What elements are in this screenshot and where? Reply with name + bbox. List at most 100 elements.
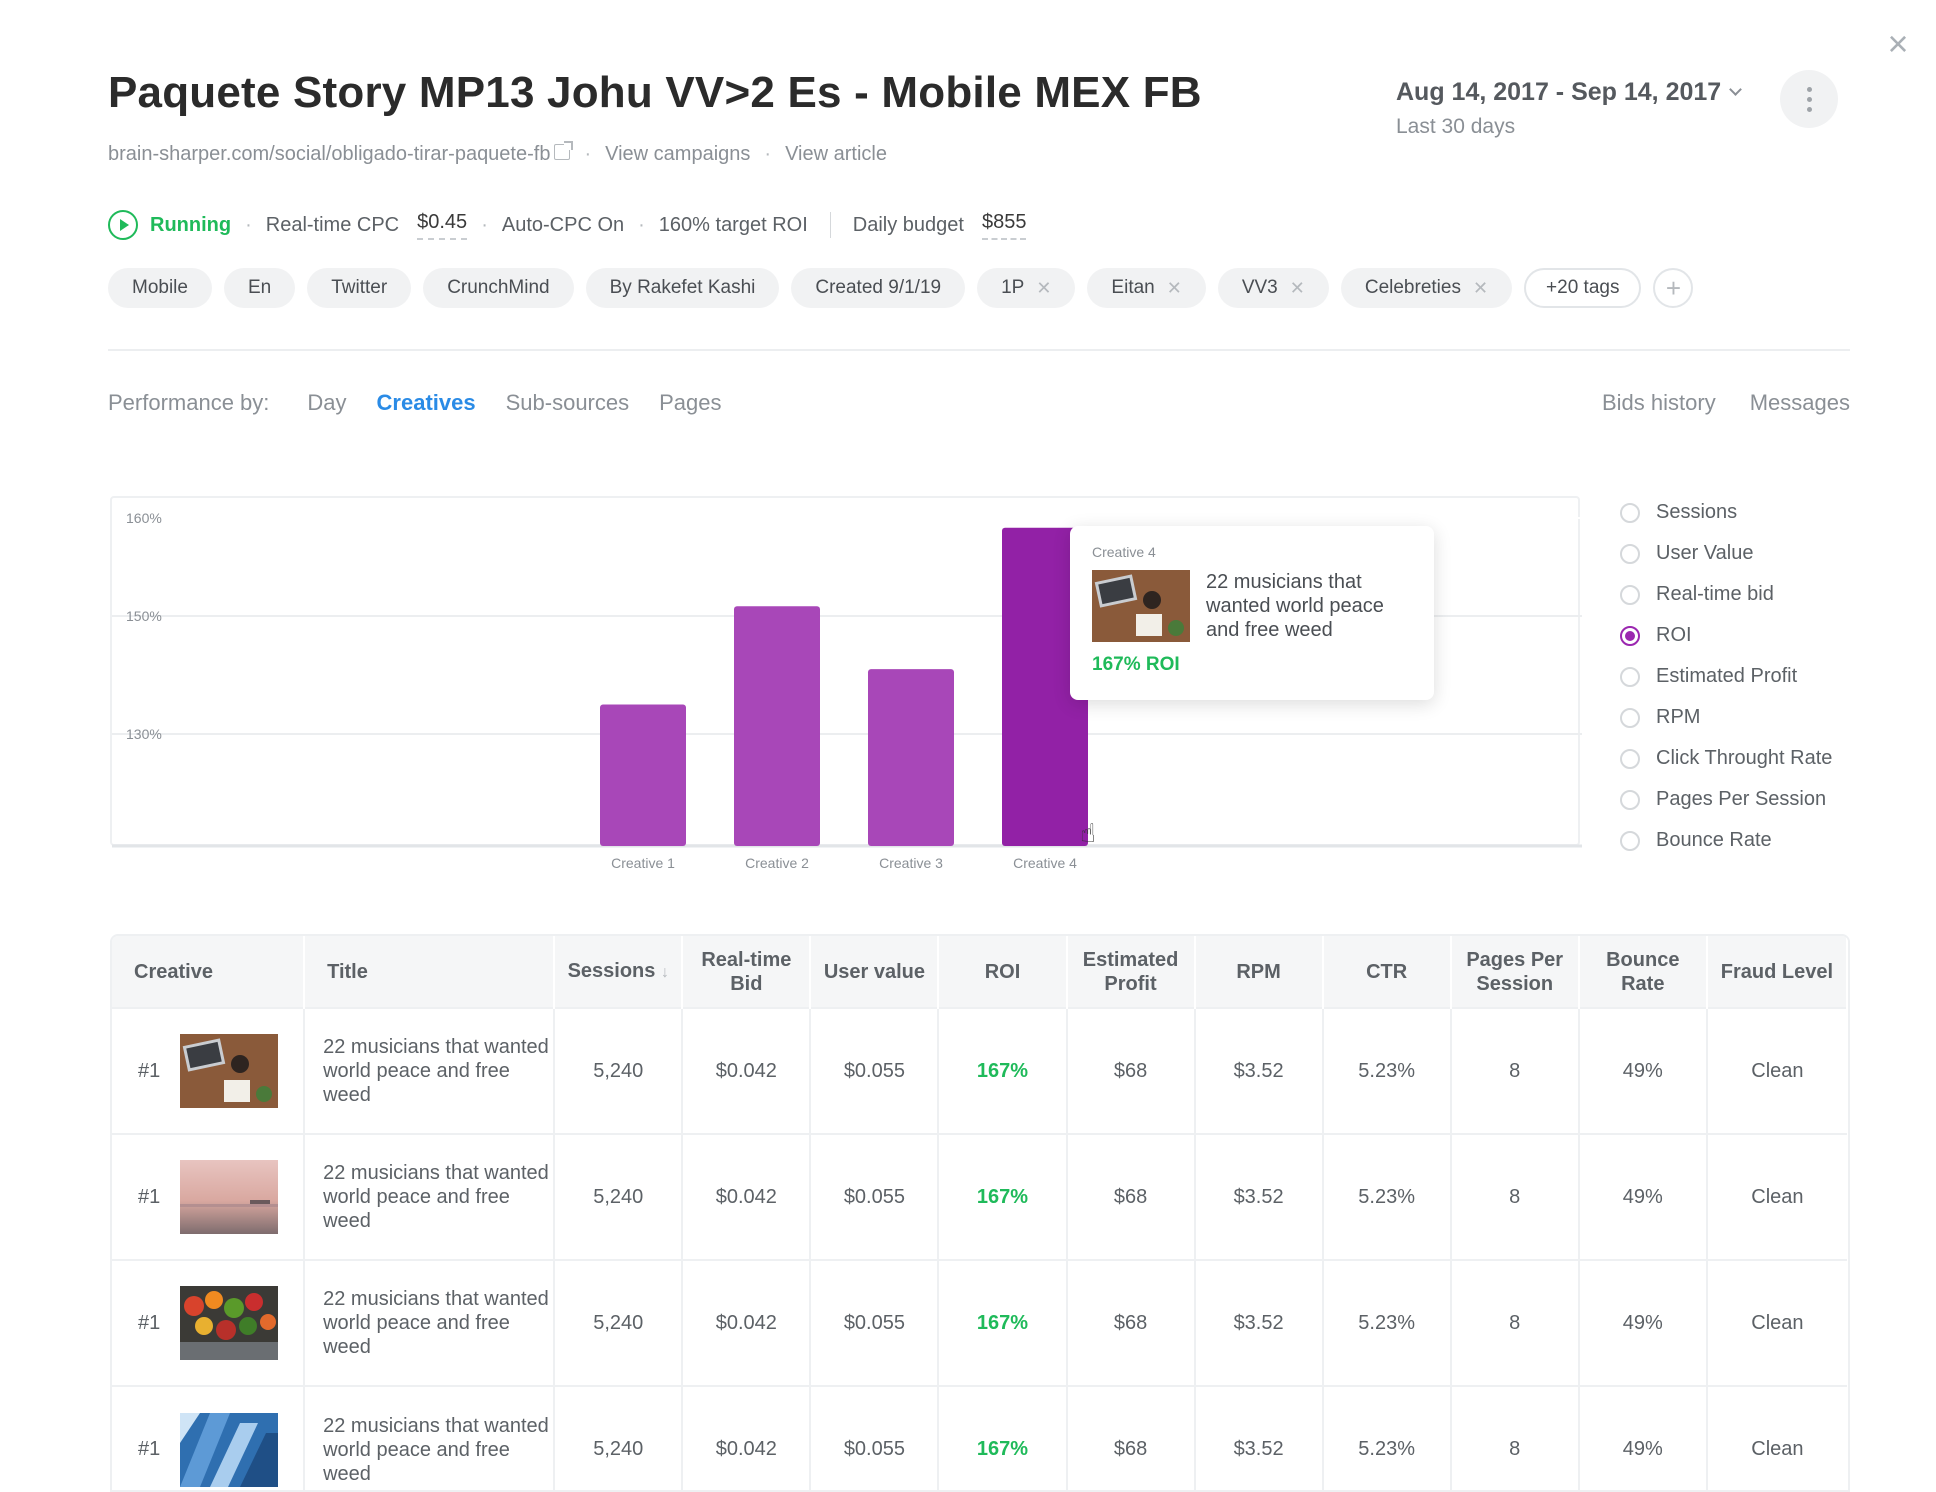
creative-cell: #1 [112,1007,306,1134]
table-row[interactable]: #1 22 musicians that wanted world peace … [112,1259,1847,1386]
table-header-row: Creative Title Sessions ↓ Real-time Bid … [112,936,1848,1008]
external-link-icon[interactable] [554,141,574,160]
roi-cell: 167% [938,1133,1068,1260]
tag[interactable]: Celebreties ✕ [1340,268,1513,308]
tag[interactable]: CrunchMind [423,268,574,308]
target-roi[interactable]: 160% target ROI [658,213,808,236]
column-header-fraud[interactable]: Fraud Level [1706,936,1848,1008]
date-range-value[interactable]: Aug 14, 2017 - Sep 14, 2017 [1396,78,1722,106]
status-running[interactable]: Running [150,213,232,236]
metric-label: User Value [1656,542,1754,564]
column-header-ctr[interactable]: CTR [1322,936,1452,1008]
profit-cell: $68 [1066,1007,1196,1134]
tab-day[interactable]: Day [307,390,347,415]
radio-icon[interactable] [1620,830,1640,851]
remove-tag-icon[interactable]: ✕ [1166,277,1182,298]
metric-option-sessions[interactable]: Sessions [1620,492,1832,533]
tooltip-title: 22 musicians that wanted world peace and… [1206,571,1384,641]
column-header-bounce[interactable]: Bounce Rate [1578,936,1708,1008]
column-header-bid[interactable]: Real-time Bid [682,936,812,1008]
tag[interactable]: VV3 ✕ [1217,268,1329,308]
hand-cursor-icon: ☝ [1080,818,1096,848]
metric-option-estimated-profit[interactable]: Estimated Profit [1620,656,1832,697]
remove-tag-icon[interactable]: ✕ [1036,277,1052,298]
tab-pages[interactable]: Pages [659,390,722,415]
column-header-pps[interactable]: Pages Per Session [1450,936,1580,1008]
column-header-creative[interactable]: Creative [112,936,306,1008]
sessions-cell: 5,240 [554,1385,684,1490]
roi-cell: 167% [938,1007,1068,1134]
table-row[interactable]: #1 22 musicians that wanted world peace … [112,1007,1847,1134]
cpc-value[interactable]: $0.45 [417,211,468,240]
chevron-down-icon[interactable] [1729,83,1743,96]
metric-label: Estimated Profit [1656,665,1798,687]
profit-cell: $68 [1066,1133,1196,1260]
x-tick-label: Creative 2 [745,855,809,871]
tag[interactable]: Created 9/1/19 [791,268,966,308]
add-tag-button[interactable]: + [1653,268,1694,308]
date-range-picker[interactable]: Aug 14, 2017 - Sep 14, 2017 Last 30 days [1396,78,1743,139]
metric-option-rpm[interactable]: RPM [1620,697,1832,738]
tag[interactable]: By Rakefet Kashi [585,268,780,308]
radio-icon[interactable] [1620,789,1640,810]
bar-creative-1[interactable] [600,704,686,847]
tag[interactable]: Twitter [307,268,412,308]
auto-cpc[interactable]: Auto-CPC On [501,213,625,236]
campaign-url-link[interactable]: brain-sharper.com/social/obligado-tirar-… [108,141,574,166]
tag[interactable]: Mobile [108,268,212,308]
view-campaigns-link[interactable]: View campaigns [605,143,751,165]
column-header-rpm[interactable]: RPM [1194,936,1324,1008]
pps-cell: 8 [1450,1133,1580,1260]
tag-label: Created 9/1/19 [815,277,942,298]
column-header-user-value[interactable]: User value [810,936,940,1008]
user-value-cell: $0.055 [810,1385,940,1490]
column-header-title[interactable]: Title [304,936,556,1008]
remove-tag-icon[interactable]: ✕ [1472,277,1489,298]
radio-icon[interactable] [1620,502,1640,523]
column-header-label: Sessions [567,959,656,982]
separator-dot: · [638,213,645,236]
bar-creative-3[interactable] [868,669,954,846]
radio-icon[interactable] [1620,707,1640,728]
metric-option-real-time-bid[interactable]: Real-time bid [1620,574,1832,615]
metric-option-ctr[interactable]: Click Throught Rate [1620,738,1832,779]
tab-sub-sources[interactable]: Sub-sources [505,390,630,415]
bar-creative-2[interactable] [734,606,820,846]
play-circle-icon[interactable] [108,210,138,240]
tag[interactable]: Eitan ✕ [1087,268,1206,308]
metric-option-pages-per-session[interactable]: Pages Per Session [1620,779,1832,820]
separator-dot: · [584,143,592,165]
tab-creatives[interactable]: Creatives [376,390,476,415]
radio-icon[interactable] [1620,543,1640,564]
more-tags-button[interactable]: +20 tags [1524,268,1642,308]
metric-option-roi[interactable]: ROI [1620,615,1832,656]
view-article-link[interactable]: View article [785,143,887,165]
budget-label: Daily budget [852,213,964,236]
ctr-cell: 5.23% [1322,1259,1452,1386]
table-row[interactable]: #1 22 musicians that wanted world peace … [112,1133,1847,1260]
remove-tag-icon[interactable]: ✕ [1289,277,1305,298]
tab-messages[interactable]: Messages [1749,390,1850,415]
column-header-sessions[interactable]: Sessions ↓ [554,936,684,1008]
column-header-profit[interactable]: Estimated Profit [1066,936,1196,1008]
more-options-button[interactable] [1780,70,1838,128]
tab-bids-history[interactable]: Bids history [1602,390,1716,415]
tag[interactable]: 1P ✕ [977,268,1076,308]
radio-icon[interactable] [1620,666,1640,687]
campaign-url[interactable]: brain-sharper.com/social/obligado-tirar-… [108,143,551,165]
radio-icon[interactable] [1620,748,1640,769]
performance-label: Performance by: [108,390,270,415]
x-tick-label: Creative 4 [1013,855,1077,871]
table-row[interactable]: #1 22 musicians that wanted world peace … [112,1385,1847,1490]
metric-option-user-value[interactable]: User Value [1620,533,1832,574]
metric-option-bounce-rate[interactable]: Bounce Rate [1620,820,1832,861]
sort-down-icon[interactable]: ↓ [660,963,669,981]
bar-creative-4[interactable] [1002,527,1088,846]
tag[interactable]: En [223,268,296,308]
radio-icon[interactable] [1620,584,1640,605]
radio-selected-icon[interactable] [1620,625,1640,646]
column-header-roi[interactable]: ROI [938,936,1068,1008]
ctr-cell: 5.23% [1322,1385,1452,1490]
budget-value[interactable]: $855 [981,211,1027,240]
close-icon[interactable]: × [1887,23,1909,64]
